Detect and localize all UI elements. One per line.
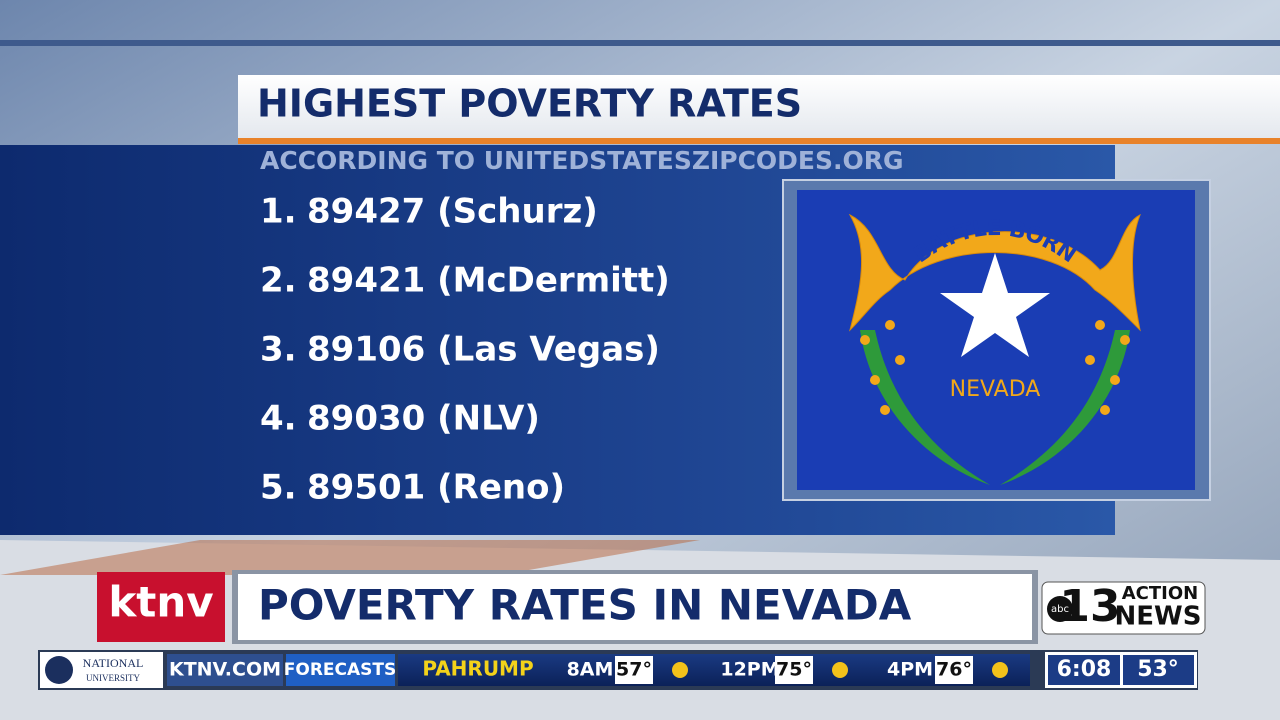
forecast-temp-box (935, 656, 973, 684)
network-logo (1047, 596, 1073, 622)
logo-top: ACTION (1122, 583, 1198, 604)
sponsor-line: UNIVERSITY (86, 673, 140, 683)
clock-bg (1048, 655, 1120, 685)
list-item: 89501 (Reno) (307, 468, 565, 508)
flag-flowers (860, 320, 1130, 415)
list-item: 89030 (NLV) (307, 399, 540, 439)
header-subtitle: ACCORDING TO UNITEDSTATESZIPCODES.ORG (260, 146, 904, 175)
forecast-temp: 57° (616, 659, 652, 681)
list-rank: 3. (260, 330, 297, 370)
flag-name: NEVADA (950, 377, 1041, 402)
site-box (167, 654, 283, 686)
logo-bottom: NEWS (1115, 602, 1202, 632)
weather-icon (672, 662, 688, 678)
sponsor-seal (45, 656, 73, 684)
ranking-list: 1. 89427 (Schurz)2. 89421 (McDermitt)3. 891… (260, 192, 670, 508)
flag-star (940, 253, 1050, 357)
flag-spray (860, 330, 990, 485)
stripe (0, 40, 1280, 46)
header-rule (238, 138, 1280, 144)
weather-icon (832, 662, 848, 678)
list-item: 89427 (Schurz) (307, 192, 598, 232)
headline: POVERTY RATES IN NEVADA (258, 581, 912, 630)
stripe (0, 540, 700, 575)
clock: 6:08 (1057, 657, 1112, 682)
list-item: 89421 (McDermitt) (307, 261, 670, 301)
list-rank: 2. (260, 261, 297, 301)
section: FORECASTS (284, 660, 396, 680)
section-box (286, 654, 395, 686)
list-rank: 1. (260, 192, 297, 232)
list-rank: 4. (260, 399, 297, 439)
city: PAHRUMP (422, 657, 533, 681)
list-item: 89106 (Las Vegas) (307, 330, 660, 370)
sponsor-line: NATIONAL (83, 656, 144, 670)
weather-icon (992, 662, 1008, 678)
forecast-time: 8AM (567, 659, 614, 681)
forecast-temp-box (775, 656, 813, 684)
forecast-temp-box (615, 656, 653, 684)
header-title: HIGHEST POVERTY RATES (257, 82, 802, 126)
station-logo-text: ktnv (108, 578, 213, 627)
site: KTNV.COM (169, 659, 281, 681)
header-bar (238, 75, 1280, 138)
forecast-time: 12PM (720, 659, 779, 681)
forecast-strip (398, 654, 1030, 686)
forecast-time: 4PM (887, 659, 933, 681)
station-logo (97, 572, 225, 642)
forecast-temp: 76° (936, 659, 972, 681)
current-temp: 53° (1137, 657, 1179, 682)
network-logo-text: abc (1051, 604, 1069, 615)
news-logo (1041, 581, 1206, 635)
channel-number: 13 (1059, 581, 1120, 632)
flag-banner (848, 213, 1141, 332)
temp-bg (1123, 655, 1194, 685)
headline-bar (238, 574, 1032, 640)
list-rank: 5. (260, 468, 297, 508)
forecast-temp: 75° (776, 659, 812, 681)
flag-spray (1000, 330, 1130, 485)
